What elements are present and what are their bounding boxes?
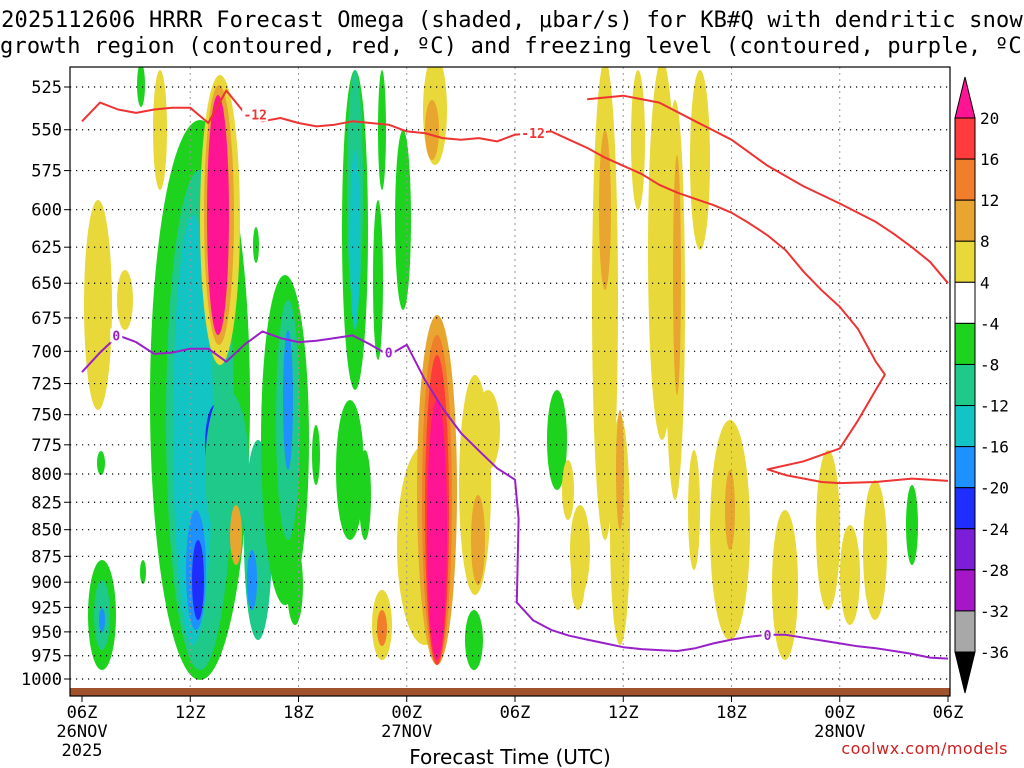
y-tick-label: 525 (31, 78, 62, 98)
site-credit[interactable]: coolwx.com/models (841, 739, 1008, 758)
plot-frame (69, 66, 951, 697)
contour-label: 0 (385, 347, 393, 362)
y-tick-label: 925 (31, 598, 62, 618)
y-tick-label: 900 (31, 573, 62, 593)
colorbar-band (954, 322, 976, 365)
y-tick-label: 650 (31, 274, 62, 294)
y-tick-label: 1000 (21, 670, 62, 690)
contour-label: -12 (521, 127, 544, 142)
x-tick-label: 06Z (500, 703, 531, 723)
freezing-level-contour (81, 330, 949, 660)
y-tick-label: 800 (31, 465, 62, 485)
contour-label-bg (761, 627, 774, 642)
y-tick-label: 625 (31, 238, 62, 258)
contour-lines: -12 -12 0 0 0 (81, 89, 949, 660)
colorbar-band (954, 281, 976, 324)
y-tick-label: 750 (31, 406, 62, 426)
contour-label: -12 (243, 109, 266, 124)
y-tick-label: 775 (31, 436, 62, 456)
colorbar-band (954, 158, 976, 201)
y-tick-label: 575 (31, 162, 62, 182)
colorbar-band (954, 199, 976, 242)
x-tick-label: 06Z (67, 703, 98, 723)
y-tick-label: 725 (31, 375, 62, 395)
x-tick-label: 00Z (391, 703, 422, 723)
colorbar-top-triangle (954, 76, 976, 119)
y-tick-label: 675 (31, 309, 62, 329)
colorbar-tick-label: -20 (980, 479, 1009, 498)
y-tick-label: 825 (31, 493, 62, 513)
contour-label-bg (110, 328, 123, 343)
x-tick-date: 27NOV (381, 722, 432, 742)
colorbar-tick-label: 8 (980, 232, 990, 251)
colorbar-tick-label: 16 (980, 150, 999, 169)
colorbar-band (954, 610, 976, 653)
y-tick-label: 950 (31, 623, 62, 643)
y-axis: 525 550 575 600 625 650 675 700 725 750 775 800 825 8… (21, 78, 70, 690)
colorbar-tick-label: -28 (980, 561, 1009, 580)
colorbar-band (954, 117, 976, 160)
colorbar: 20 16 12 8 4 -4 -8 -12 -16 -20 -24 -28 -32 -36 (954, 76, 1009, 694)
chart-title-line2: growth region (contoured, red, ºC) and f… (0, 34, 1024, 59)
colorbar-tick-label: -32 (980, 602, 1009, 621)
x-tick-year: 2025 (62, 741, 103, 761)
colorbar-bottom-triangle (954, 651, 976, 694)
x-tick-label: 00Z (824, 703, 855, 723)
x-tick-label: 12Z (608, 703, 639, 723)
x-tick-date: 26NOV (56, 722, 107, 742)
contour-label: 0 (112, 329, 120, 344)
colorbar-tick-label: -12 (980, 397, 1009, 416)
y-tick-label: 975 (31, 647, 62, 667)
contour-label-bg (382, 345, 395, 360)
colorbar-tick-label: -24 (980, 520, 1009, 539)
colorbar-band (954, 363, 976, 407)
dgz-contour-minus12-right (587, 94, 949, 284)
x-tick-date: 28NOV (814, 722, 865, 742)
colorbar-tick-label: 12 (980, 191, 999, 210)
colorbar-band (954, 528, 976, 571)
colorbar-band (954, 240, 976, 283)
contour-label: 0 (764, 629, 772, 644)
y-tick-label: 700 (31, 342, 62, 362)
colorbar-band (954, 569, 976, 612)
chart-title-line1: 2025112606 HRRR Forecast Omega (shaded, … (1, 8, 1023, 33)
colorbar-tick-label: 20 (980, 109, 999, 128)
contour-label-bg (520, 126, 547, 141)
colorbar-tick-label: -8 (980, 355, 999, 374)
x-tick-label: 12Z (175, 703, 206, 723)
terrain-ground (70, 688, 950, 696)
y-tick-label: 850 (31, 521, 62, 541)
y-tick-label: 875 (31, 547, 62, 567)
y-tick-label: 550 (31, 121, 62, 141)
colorbar-band (954, 446, 976, 489)
colorbar-tick-label: -36 (980, 643, 1009, 662)
x-tick-label: 06Z (933, 703, 964, 723)
y-tick-label: 600 (31, 201, 62, 221)
x-tick-label: 18Z (716, 703, 747, 723)
colorbar-band (954, 487, 976, 530)
colorbar-tick-label: -16 (980, 438, 1009, 457)
x-axis-label: Forecast Time (UTC) (409, 745, 611, 768)
colorbar-band (954, 405, 976, 448)
colorbar-tick-label: -4 (980, 314, 999, 333)
contour-label-bg (242, 107, 269, 122)
x-tick-label: 18Z (283, 703, 314, 723)
colorbar-tick-label: 4 (980, 273, 990, 292)
